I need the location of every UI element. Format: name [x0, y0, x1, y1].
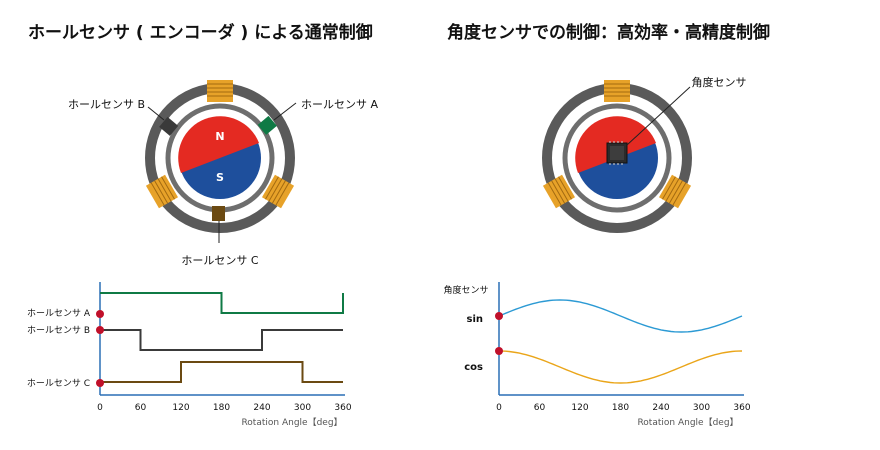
- marker-sin: [495, 312, 503, 320]
- x-tick-300: 300: [693, 403, 710, 413]
- coil-top: [604, 80, 630, 102]
- coil-top: [207, 80, 233, 102]
- series-label-sin: sin: [467, 314, 484, 325]
- hall-wave-c: [100, 361, 343, 383]
- hall-wave-b: [100, 329, 343, 351]
- marker-b: [96, 326, 104, 334]
- hall-sensor-c: [212, 206, 225, 221]
- leader-a: [273, 102, 297, 121]
- series-label-c: ホールセンサ C: [27, 378, 90, 389]
- angle-sensor-label: 角度センサ: [692, 75, 747, 89]
- hall-sensor-b: [159, 116, 179, 136]
- pole-s-label: S: [216, 171, 224, 184]
- right-title: 角度センサでの制御：高効率・高精度制御: [447, 23, 770, 43]
- x-axis-label: Rotation Angle【deg】: [637, 417, 738, 428]
- hall-motor: N S ホールセンサ A ホールセンサ B ホールセンサ C: [68, 80, 378, 267]
- x-tick-300: 300: [294, 403, 311, 413]
- sensor-a-label: ホールセンサ A: [301, 98, 378, 111]
- x-tick-180: 180: [612, 403, 629, 413]
- angle-sensor-chip: [606, 141, 628, 165]
- hall-series-group: [100, 292, 344, 383]
- x-tick-0: 0: [97, 403, 103, 413]
- x-tick-60: 60: [534, 403, 546, 413]
- hall-wave-a: [100, 292, 344, 314]
- stator-inner-ring: [562, 103, 672, 213]
- leader-angle-sensor: [626, 86, 691, 146]
- hall-sensor-a: [257, 115, 277, 135]
- cos-curve: [498, 350, 743, 384]
- coil-bottom-left: [261, 174, 295, 209]
- sensor-c-label: ホールセンサ C: [181, 254, 258, 267]
- x-tick-360: 360: [334, 403, 351, 413]
- leader-b: [147, 106, 165, 121]
- x-axis-label: Rotation Angle【deg】: [241, 417, 342, 428]
- x-tick-labels: 0 60 120 180 240 300 360: [97, 403, 352, 413]
- series-label-b: ホールセンサ B: [27, 325, 90, 336]
- x-tick-120: 120: [571, 403, 588, 413]
- coil-bottom-right: [145, 174, 179, 209]
- x-tick-360: 360: [733, 403, 750, 413]
- x-tick-60: 60: [135, 403, 147, 413]
- x-tick-240: 240: [652, 403, 669, 413]
- x-tick-labels: 0 60 120 180 240 300 360: [496, 403, 751, 413]
- marker-c: [96, 379, 104, 387]
- coil-bottom-right: [542, 174, 576, 209]
- marker-a: [96, 310, 104, 318]
- sensor-b-label: ホールセンサ B: [68, 98, 145, 111]
- x-tick-240: 240: [253, 403, 270, 413]
- pole-n-label: N: [215, 130, 224, 143]
- series-label-a: ホールセンサ A: [27, 308, 91, 319]
- y-axis-label: 角度センサ: [443, 284, 488, 296]
- x-tick-0: 0: [496, 403, 502, 413]
- angle-motor: 角度センサ: [542, 75, 747, 233]
- left-title: ホールセンサ ( エンコーダ ) による通常制御: [28, 23, 373, 43]
- angle-chart: 角度センサ sin cos 0 60 120 180 240 300 360 Rotatio…: [443, 282, 751, 428]
- coil-bottom-left: [658, 174, 692, 209]
- marker-cos: [495, 347, 503, 355]
- sin-curve: [498, 299, 743, 333]
- x-tick-120: 120: [172, 403, 189, 413]
- rotor-north: [178, 116, 259, 173]
- hall-chart: ホールセンサ A ホールセンサ B ホールセンサ C 0 60 120 180 240 3…: [27, 282, 352, 428]
- series-label-cos: cos: [464, 362, 483, 373]
- x-tick-180: 180: [213, 403, 230, 413]
